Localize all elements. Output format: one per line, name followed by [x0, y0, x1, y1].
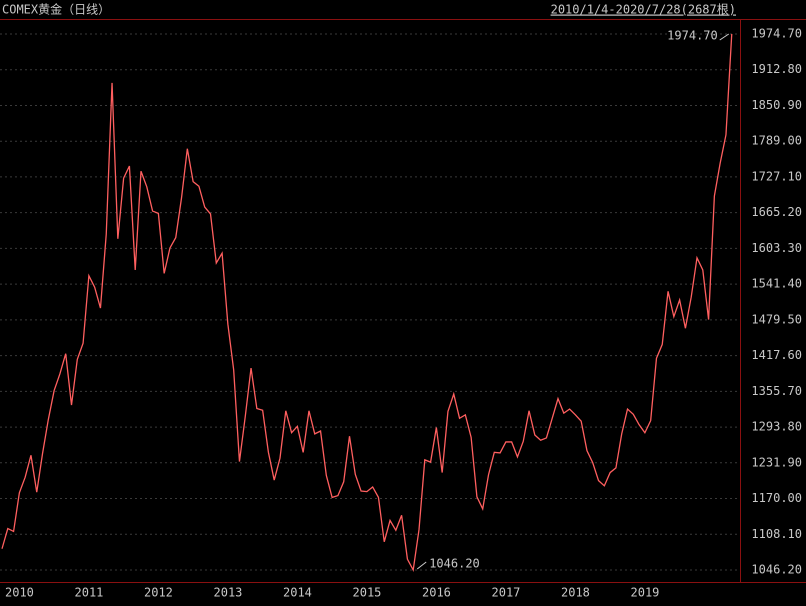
y-tick-label: 1727.10: [751, 169, 802, 183]
x-tick-label: 2010: [5, 586, 34, 600]
x-tick-label: 2017: [492, 586, 521, 600]
x-tick-label: 2012: [144, 586, 173, 600]
annotation-arrow: [719, 33, 730, 41]
y-tick-label: 1231.90: [751, 455, 802, 469]
x-tick-label: 2014: [283, 586, 312, 600]
y-tick-label: 1850.90: [751, 98, 802, 112]
y-tick-label: 1046.20: [751, 563, 802, 577]
y-tick-label: 1912.80: [751, 62, 802, 76]
y-tick-label: 1355.70: [751, 384, 802, 398]
chart-subtitle: 2010/1/4-2020/7/28(2687根): [551, 3, 736, 17]
high-annotation: 1974.70: [667, 29, 718, 43]
x-tick-label: 2011: [75, 586, 104, 600]
x-tick-label: 2015: [353, 586, 382, 600]
y-tick-label: 1479.50: [751, 312, 802, 326]
y-tick-label: 1974.70: [751, 27, 802, 41]
x-tick-label: 2016: [422, 586, 451, 600]
y-tick-label: 1665.20: [751, 205, 802, 219]
x-tick-label: 2013: [214, 586, 243, 600]
y-tick-label: 1108.10: [751, 527, 802, 541]
y-tick-label: 1417.60: [751, 348, 802, 362]
x-tick-label: 2019: [631, 586, 660, 600]
chart-title: COMEX黄金（日线）: [2, 2, 110, 17]
y-tick-label: 1541.40: [751, 277, 802, 291]
low-annotation: 1046.20: [429, 557, 480, 571]
price-line: [1, 33, 733, 573]
x-tick-label: 2018: [561, 586, 590, 600]
y-tick-label: 1293.80: [751, 420, 802, 434]
y-tick-label: 1170.00: [751, 491, 802, 505]
y-tick-label: 1603.30: [751, 241, 802, 255]
y-tick-label: 1789.00: [751, 134, 802, 148]
annotation-arrow: [416, 561, 427, 570]
